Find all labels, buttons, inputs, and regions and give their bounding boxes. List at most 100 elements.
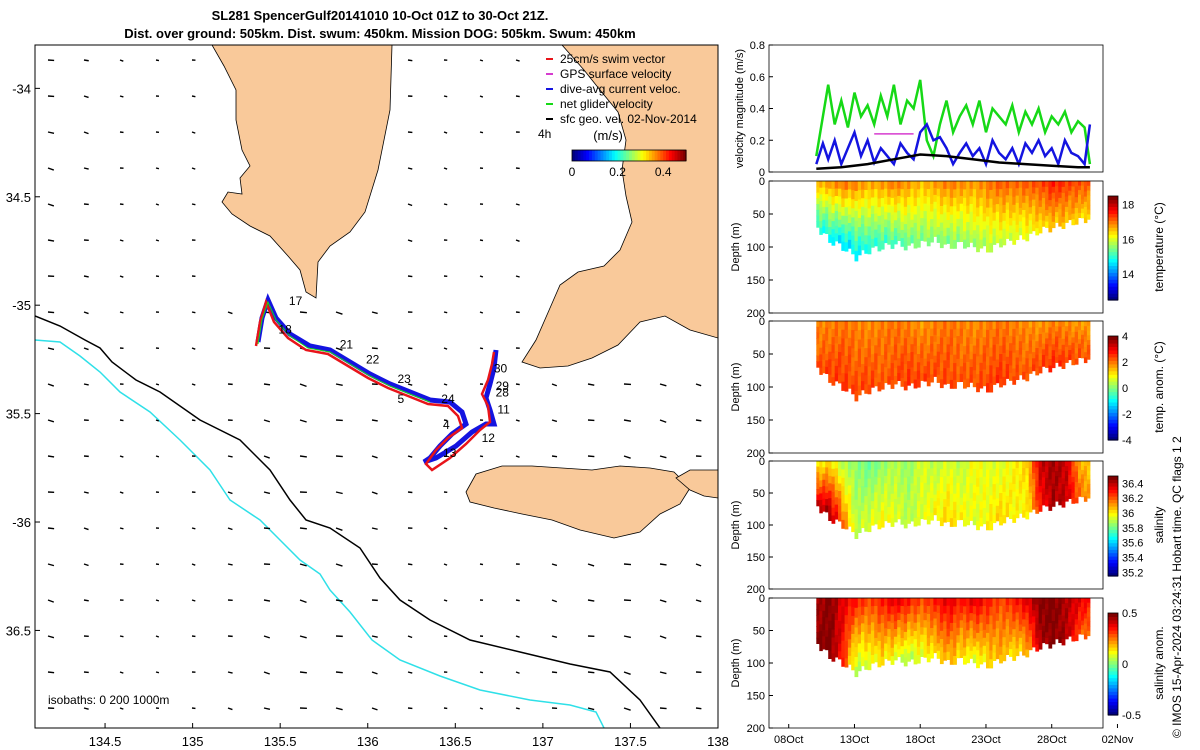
- heatmap-cell: [1074, 476, 1079, 483]
- heatmap-cell: [1005, 371, 1010, 379]
- heatmap-cell: [959, 483, 964, 491]
- heatmap-cell: [825, 187, 829, 195]
- heatmap-cell: [963, 647, 967, 657]
- heatmap-cell: [861, 648, 865, 658]
- heatmap-cell: [972, 646, 977, 656]
- heatmap-cell: [1078, 465, 1082, 471]
- heatmap-cell: [1078, 334, 1082, 340]
- heatmap-cell: [893, 328, 898, 338]
- heatmap-cell: [1002, 476, 1007, 485]
- heatmap-cell: [825, 213, 829, 221]
- panel-colorbar-cell: [1108, 227, 1118, 232]
- heatmap-cell: [884, 219, 888, 228]
- geo-arrow: [515, 95, 520, 98]
- heatmap-cell: [1071, 348, 1076, 355]
- heatmap-cell: [920, 335, 924, 344]
- heatmap-cell: [1035, 461, 1040, 468]
- heatmap-cell: [893, 336, 898, 346]
- heatmap-cell: [979, 469, 984, 478]
- heatmap-cell: [864, 651, 869, 661]
- heatmap-cell: [1041, 631, 1046, 638]
- heatmap-cell: [1032, 640, 1036, 648]
- heatmap-cell: [1048, 635, 1053, 643]
- heatmap-cell: [890, 614, 895, 624]
- heatmap-cell: [1068, 325, 1072, 332]
- heatmap-cell: [816, 609, 820, 616]
- heatmap-cell: [847, 493, 852, 503]
- heatmap-cell: [1035, 327, 1040, 335]
- heatmap-cell: [851, 598, 855, 608]
- heatmap-cell: [946, 491, 951, 500]
- heatmap-cell: [1041, 637, 1046, 644]
- map-x-ticks: 134.5 135 135.5 136 136.5 137 137.5 138: [89, 723, 729, 749]
- heatmap-cell: [867, 598, 872, 608]
- heatmap-cell: [1078, 348, 1082, 354]
- heatmap-cell: [916, 638, 921, 648]
- heatmap-cell: [831, 629, 836, 638]
- heatmap-cell: [913, 477, 918, 486]
- heatmap-cell: [877, 207, 882, 217]
- heatmap-cell: [877, 189, 882, 199]
- heatmap-cell: [893, 629, 898, 638]
- heatmap-cell: [923, 627, 928, 636]
- heatmap-cell: [963, 354, 967, 364]
- heatmap-cell: [854, 519, 859, 530]
- heatmap-cell: [1012, 605, 1017, 615]
- heatmap-cell: [959, 635, 964, 644]
- heatmap-cell: [884, 367, 888, 376]
- geo-arrow: [191, 527, 196, 530]
- heatmap-cell: [831, 476, 836, 485]
- geo-arrow: [515, 419, 520, 422]
- geo-arrow: [119, 239, 124, 242]
- heatmap-cell: [969, 328, 974, 337]
- heatmap-cell: [1058, 614, 1063, 621]
- heatmap-cell: [986, 512, 990, 522]
- heatmap-cell: [1083, 481, 1088, 487]
- heatmap-cell: [870, 501, 875, 510]
- land-yorke-peninsula: [521, 45, 718, 369]
- panel-colorbar-cell: [1108, 522, 1118, 527]
- depth-tick-label: 100: [747, 242, 765, 254]
- heatmap-cell: [1078, 602, 1082, 608]
- heatmap-cell: [939, 501, 944, 510]
- heatmap-cell: [851, 642, 855, 653]
- heatmap-cell: [946, 636, 951, 645]
- heatmap-cell: [822, 629, 826, 637]
- heatmap-cell: [976, 503, 980, 513]
- heatmap-cell: [877, 215, 882, 226]
- geo-arrow: [335, 527, 343, 531]
- heatmap-cell: [949, 197, 954, 207]
- heatmap-cell: [933, 327, 938, 336]
- heatmap-cell: [989, 347, 994, 357]
- geo-arrow: [191, 563, 196, 566]
- heatmap-cell: [838, 321, 842, 330]
- heatmap-cell: [1064, 346, 1069, 353]
- heatmap-cell: [1081, 353, 1085, 359]
- heatmap-cell: [903, 338, 908, 348]
- heatmap-cell: [1022, 217, 1026, 226]
- heatmap-cell: [828, 605, 832, 614]
- heatmap-cell: [979, 461, 984, 470]
- heatmap-cell: [926, 229, 931, 239]
- heatmap-cell: [995, 605, 1000, 614]
- heatmap-cell: [1064, 196, 1069, 203]
- heatmap-cell: [1018, 347, 1023, 356]
- heatmap-cell: [877, 494, 882, 504]
- heatmap-cell: [828, 620, 832, 629]
- heatmap-cell: [819, 327, 823, 335]
- heatmap-cell: [986, 478, 990, 488]
- heatmap-cell: [903, 329, 908, 339]
- heatmap-cell: [828, 227, 832, 236]
- heatmap-cell: [844, 469, 849, 479]
- heatmap-cell: [884, 635, 888, 644]
- heatmap-cell: [920, 489, 924, 498]
- heatmap-cell: [939, 354, 944, 364]
- time-tick-label: 13Oct: [840, 734, 869, 746]
- geo-arrow: [83, 599, 89, 602]
- heatmap-cell: [834, 373, 839, 382]
- panel-colorbar-cell: [1108, 353, 1118, 358]
- heatmap-cell: [1005, 181, 1010, 189]
- heatmap-cell: [1005, 633, 1010, 641]
- heatmap-cell: [887, 484, 892, 493]
- heatmap-cell: [1081, 620, 1085, 626]
